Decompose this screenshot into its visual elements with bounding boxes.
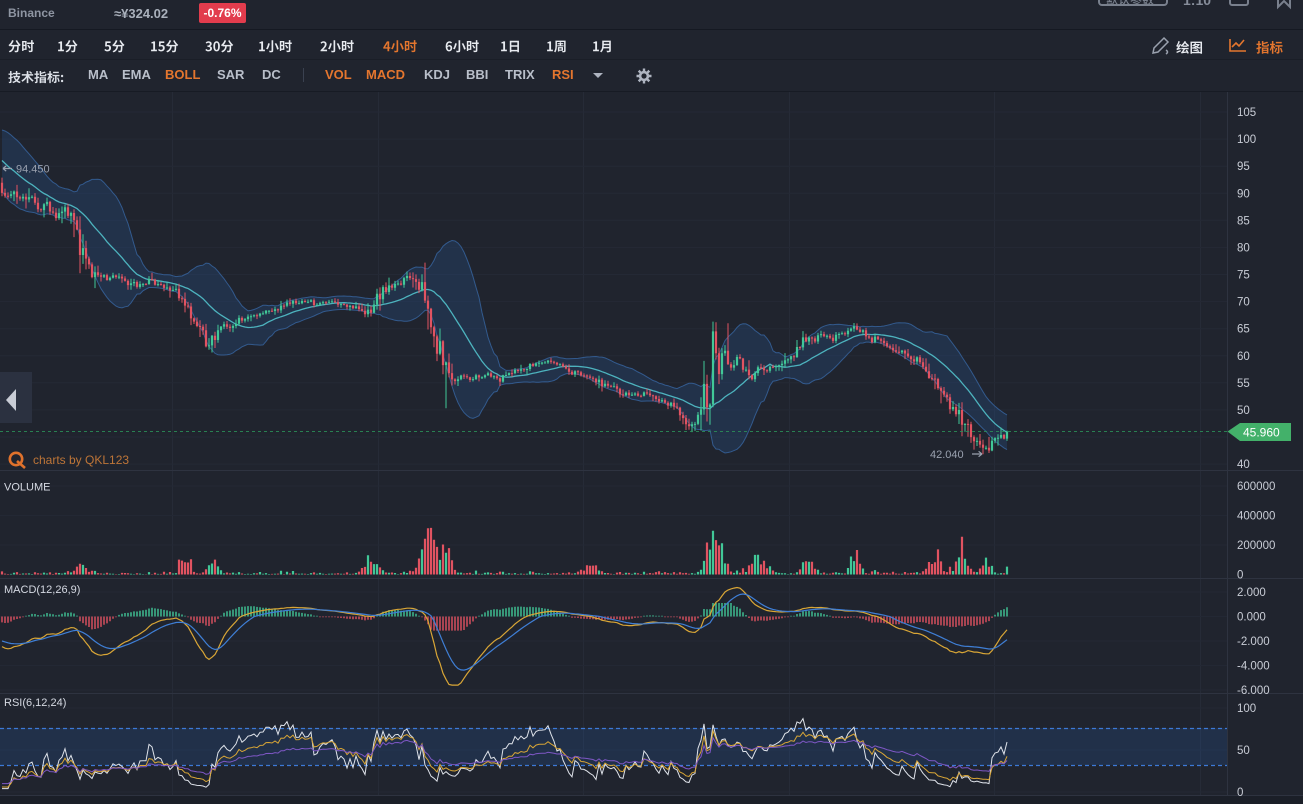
svg-text:40: 40 (1237, 459, 1250, 471)
svg-text:-2.000: -2.000 (1237, 636, 1270, 648)
svg-text:charts by QKL123: charts by QKL123 (33, 453, 129, 467)
svg-text:75: 75 (1237, 270, 1250, 282)
svg-text:0: 0 (1237, 570, 1243, 582)
svg-text:90: 90 (1237, 188, 1250, 200)
svg-text:VOLUME: VOLUME (4, 482, 50, 494)
svg-text:94.450: 94.450 (16, 164, 50, 176)
svg-text:100: 100 (1237, 134, 1256, 146)
svg-text:-6.000: -6.000 (1237, 685, 1270, 697)
svg-text:0: 0 (1237, 787, 1243, 799)
svg-text:85: 85 (1237, 215, 1250, 227)
svg-text:55: 55 (1237, 378, 1250, 390)
svg-text:105: 105 (1237, 107, 1256, 119)
svg-text:70: 70 (1237, 297, 1250, 309)
svg-text:200000: 200000 (1237, 540, 1275, 552)
svg-text:MACD(12,26,9): MACD(12,26,9) (4, 584, 80, 596)
svg-text:100: 100 (1237, 703, 1256, 715)
svg-text:50: 50 (1237, 405, 1250, 417)
svg-text:50: 50 (1237, 745, 1250, 757)
svg-text:0.000: 0.000 (1237, 612, 1266, 624)
svg-text:65: 65 (1237, 324, 1250, 336)
svg-text:2.000: 2.000 (1237, 587, 1266, 599)
svg-text:42.040: 42.040 (930, 449, 964, 461)
svg-text:400000: 400000 (1237, 511, 1275, 523)
svg-text:45.960: 45.960 (1243, 426, 1280, 440)
svg-text:RSI(6,12,24): RSI(6,12,24) (4, 697, 66, 709)
svg-text:95: 95 (1237, 161, 1250, 173)
svg-text:600000: 600000 (1237, 481, 1275, 493)
svg-text:-4.000: -4.000 (1237, 661, 1270, 673)
svg-text:60: 60 (1237, 351, 1250, 363)
svg-text:80: 80 (1237, 242, 1250, 254)
